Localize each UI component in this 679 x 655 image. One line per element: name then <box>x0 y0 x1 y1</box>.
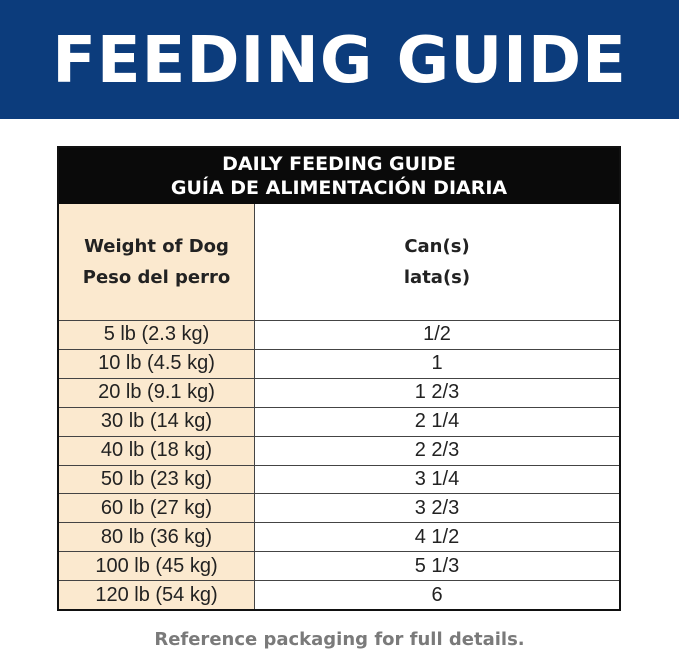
cans-cell: 1/2 <box>423 323 451 346</box>
weight-cell: 30 lb (14 kg) <box>59 407 255 436</box>
table-row: 10 lb (4.5 kg) 1 <box>59 349 619 379</box>
table-row: 120 lb (54 kg) 6 <box>59 581 619 610</box>
weight-cell: 5 lb (2.3 kg) <box>59 321 255 349</box>
cans-cell: 5 1/3 <box>414 554 460 577</box>
table-row: 20 lb (9.1 kg) 1 2/3 <box>59 378 619 408</box>
weight-cell: 20 lb (9.1 kg) <box>59 378 255 407</box>
table-body: 5 lb (2.3 kg) 1/2 10 lb (4.5 kg) 1 20 lb… <box>59 321 619 610</box>
cans-cell: 2 1/4 <box>414 410 460 433</box>
cans-cell: 3 2/3 <box>414 496 460 519</box>
table-row: 5 lb (2.3 kg) 1/2 <box>59 321 619 350</box>
weight-cell: 100 lb (45 kg) <box>59 552 255 581</box>
cans-column-header: Can(s) lata(s) <box>255 204 619 320</box>
banner-title: FEEDING GUIDE <box>52 23 627 98</box>
weight-cell: 60 lb (27 kg) <box>59 494 255 523</box>
cans-cell: 2 2/3 <box>414 439 460 462</box>
weight-cell: 50 lb (23 kg) <box>59 465 255 494</box>
column-header-row: Weight of Dog Peso del perro Can(s) lata… <box>59 204 619 321</box>
footer-note: Reference packaging for full details. <box>154 629 525 650</box>
weight-cell: 10 lb (4.5 kg) <box>59 349 255 378</box>
cans-cell: 3 1/4 <box>414 467 460 490</box>
weight-cell: 120 lb (54 kg) <box>59 581 255 610</box>
cans-cell: 1 2/3 <box>414 381 460 404</box>
weight-cell: 40 lb (18 kg) <box>59 436 255 465</box>
weight-cell: 80 lb (36 kg) <box>59 523 255 552</box>
weight-header-spanish: Peso del perro <box>82 267 231 288</box>
banner: FEEDING GUIDE <box>0 0 679 119</box>
cans-cell: 6 <box>431 583 443 606</box>
cans-header-english: Can(s) <box>404 236 470 257</box>
table-row: 60 lb (27 kg) 3 2/3 <box>59 494 619 524</box>
cans-cell: 4 1/2 <box>414 525 460 548</box>
table-title-spanish: GUÍA DE ALIMENTACIÓN DIARIA <box>170 177 508 199</box>
table-row: 100 lb (45 kg) 5 1/3 <box>59 552 619 582</box>
weight-header-english: Weight of Dog <box>84 236 229 257</box>
table-row: 80 lb (36 kg) 4 1/2 <box>59 523 619 553</box>
cans-header-spanish: lata(s) <box>403 267 471 288</box>
table-title-english: DAILY FEEDING GUIDE <box>222 153 456 175</box>
table-row: 50 lb (23 kg) 3 1/4 <box>59 465 619 495</box>
table-row: 30 lb (14 kg) 2 1/4 <box>59 407 619 437</box>
table-title: DAILY FEEDING GUIDE GUÍA DE ALIMENTACIÓN… <box>59 148 619 204</box>
cans-cell: 1 <box>431 352 443 375</box>
table-row: 40 lb (18 kg) 2 2/3 <box>59 436 619 466</box>
weight-column-header: Weight of Dog Peso del perro <box>59 204 255 320</box>
feeding-guide-table: DAILY FEEDING GUIDE GUÍA DE ALIMENTACIÓN… <box>57 146 621 611</box>
